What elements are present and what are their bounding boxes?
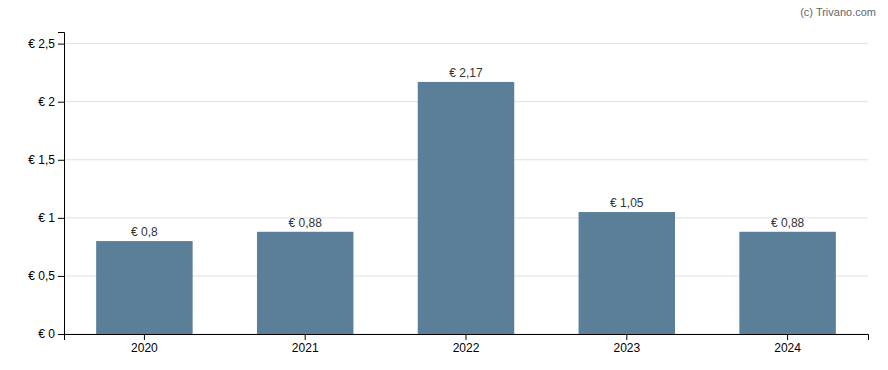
y-tick-mark xyxy=(58,160,64,161)
y-tick: € 2 xyxy=(38,95,64,109)
y-tick: € 0 xyxy=(38,327,64,341)
y-tick: € 0,5 xyxy=(28,269,64,283)
y-tick-mark xyxy=(58,102,64,103)
x-tick-mark xyxy=(144,334,145,340)
plot: € 0 € 0,5 € 1 € 1,5 € 2 € 2,5 2020 2021 2022 2023… xyxy=(28,33,868,355)
data-label: € 0,88 xyxy=(289,216,323,230)
y-tick-label: € 2,5 xyxy=(28,37,55,51)
data-label: € 0,8 xyxy=(131,225,158,239)
x-tick-mark xyxy=(305,334,306,340)
bar xyxy=(739,232,835,334)
y-tick: € 1,5 xyxy=(28,153,64,167)
bar xyxy=(579,212,675,334)
data-label: € 2,17 xyxy=(449,66,483,80)
y-axis-line xyxy=(58,33,65,335)
y-axis: € 0 € 0,5 € 1 € 1,5 € 2 € 2,5 xyxy=(28,33,64,342)
x-tick: 2020 xyxy=(131,334,158,355)
y-tick-label: € 0 xyxy=(38,327,55,341)
bars xyxy=(96,82,836,334)
x-tick: 2023 xyxy=(613,334,640,355)
y-tick-mark xyxy=(58,334,64,335)
grid xyxy=(64,44,868,334)
x-tick-mark xyxy=(626,334,627,340)
x-tick: 2024 xyxy=(774,334,801,355)
y-tick-label: € 2 xyxy=(38,95,55,109)
y-tick-label: € 1 xyxy=(38,211,55,225)
x-tick: 2022 xyxy=(453,334,480,355)
grid-line xyxy=(64,43,868,44)
bar xyxy=(418,82,514,334)
x-axis: 2020 2021 2022 2023 2024 xyxy=(65,334,869,355)
y-tick-label: € 0,5 xyxy=(28,269,55,283)
data-label: € 0,88 xyxy=(771,216,805,230)
annotations: (c) Trivano.com xyxy=(800,6,876,18)
y-tick: € 1 xyxy=(38,211,64,225)
y-tick-mark xyxy=(58,44,64,45)
x-tick-label: 2021 xyxy=(292,341,319,355)
y-tick-label: € 1,5 xyxy=(28,153,55,167)
data-label: € 1,05 xyxy=(610,196,644,210)
chart: € 0 € 0,5 € 1 € 1,5 € 2 € 2,5 2020 2021 2022 2023… xyxy=(0,0,888,370)
bar xyxy=(257,232,353,334)
y-tick: € 2,5 xyxy=(28,37,64,51)
watermark: (c) Trivano.com xyxy=(800,6,876,18)
bar xyxy=(96,241,192,334)
data-labels: € 0,8 € 0,88 € 2,17 € 1,05 € 0,88 xyxy=(131,66,805,239)
y-tick-mark xyxy=(58,276,64,277)
x-tick: 2021 xyxy=(292,334,319,355)
x-tick-mark xyxy=(466,334,467,340)
y-tick-mark xyxy=(58,218,64,219)
x-axis-line xyxy=(65,335,869,341)
x-tick-label: 2020 xyxy=(131,341,158,355)
x-tick-label: 2023 xyxy=(613,341,640,355)
x-tick-label: 2024 xyxy=(774,341,801,355)
x-tick-mark xyxy=(787,334,788,340)
x-tick-label: 2022 xyxy=(453,341,480,355)
